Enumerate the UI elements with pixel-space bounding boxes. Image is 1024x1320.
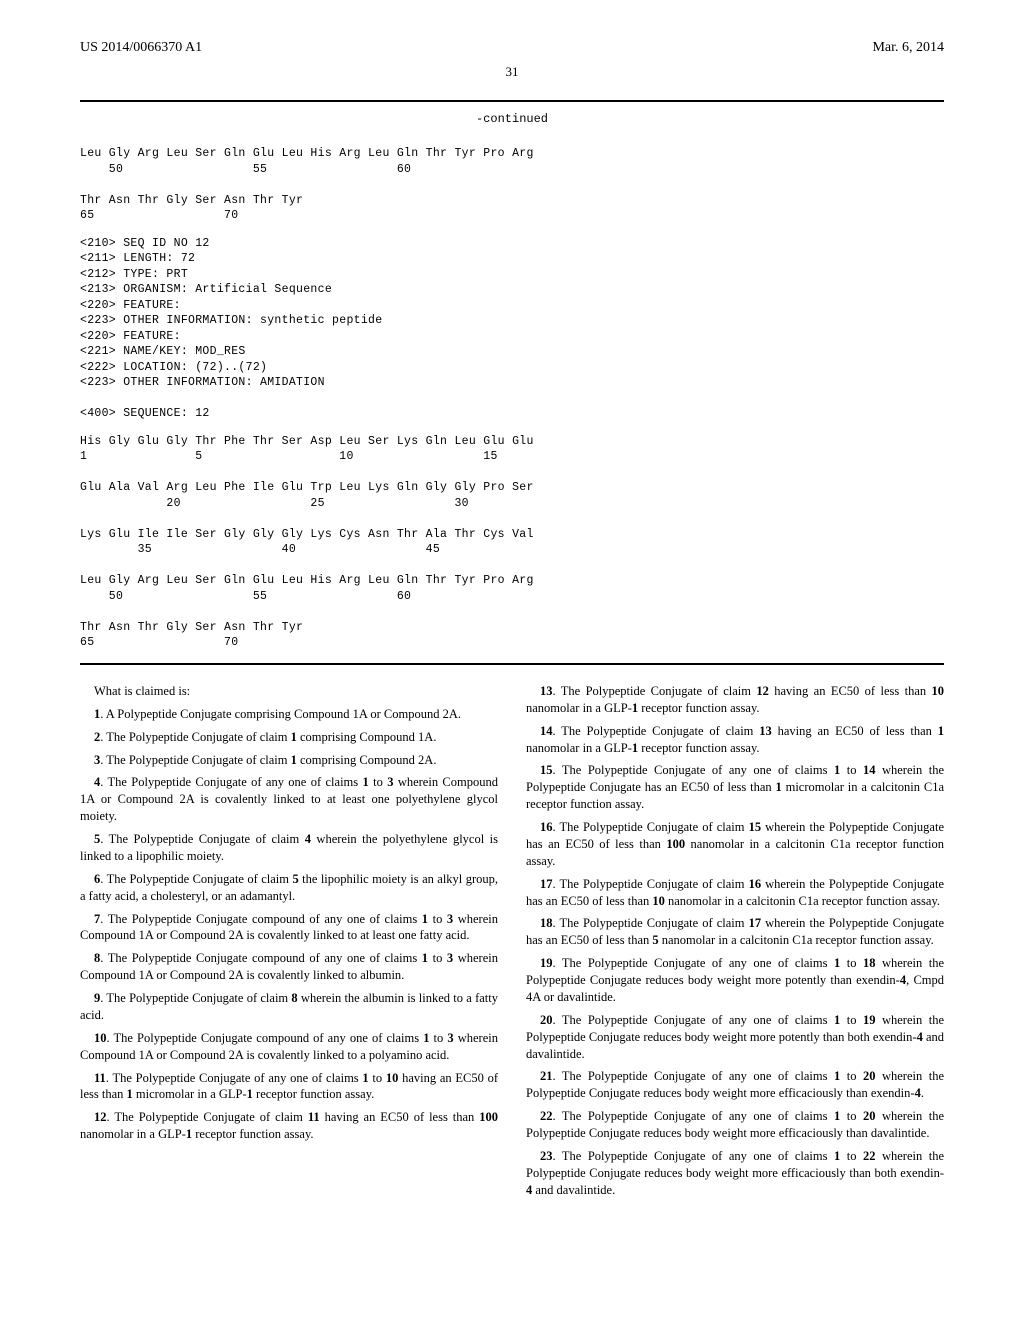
claim-4: 4. The Polypeptide Conjugate of any one … <box>80 774 498 825</box>
claim-number: 16 <box>540 820 553 834</box>
claim-7: 7. The Polypeptide Conjugate compound of… <box>80 911 498 945</box>
claim-16: 16. The Polypeptide Conjugate of claim 1… <box>526 819 944 870</box>
claim-22: 22. The Polypeptide Conjugate of any one… <box>526 1108 944 1142</box>
claim-2: 2. The Polypeptide Conjugate of claim 1 … <box>80 729 498 746</box>
claim-10: 10. The Polypeptide Conjugate compound o… <box>80 1030 498 1064</box>
claim-1: 1. A Polypeptide Conjugate comprising Co… <box>80 706 498 723</box>
continued-label: -continued <box>80 112 944 126</box>
page-number: 31 <box>80 64 944 80</box>
claim-number: 23 <box>540 1149 553 1163</box>
claim-13: 13. The Polypeptide Conjugate of claim 1… <box>526 683 944 717</box>
claim-number: 14 <box>540 724 553 738</box>
claim-19: 19. The Polypeptide Conjugate of any one… <box>526 955 944 1006</box>
claim-number: 18 <box>540 916 553 930</box>
claims-right-col: 13. The Polypeptide Conjugate of claim 1… <box>526 683 944 1205</box>
rule-bottom-thick <box>80 663 944 665</box>
claim-5: 5. The Polypeptide Conjugate of claim 4 … <box>80 831 498 865</box>
sequence-bottom: His Gly Glu Gly Thr Phe Thr Ser Asp Leu … <box>80 434 944 651</box>
claim-8: 8. The Polypeptide Conjugate compound of… <box>80 950 498 984</box>
claim-number: 19 <box>540 956 553 970</box>
claim-14: 14. The Polypeptide Conjugate of claim 1… <box>526 723 944 757</box>
sequence-header: <210> SEQ ID NO 12 <211> LENGTH: 72 <212… <box>80 236 944 422</box>
claim-15: 15. The Polypeptide Conjugate of any one… <box>526 762 944 813</box>
doc-number: US 2014/0066370 A1 <box>80 40 202 56</box>
claim-number: 11 <box>94 1071 106 1085</box>
sequence-top: Leu Gly Arg Leu Ser Gln Glu Leu His Arg … <box>80 146 944 224</box>
claims-container: What is claimed is: 1. A Polypeptide Con… <box>80 683 944 1205</box>
doc-date: Mar. 6, 2014 <box>872 40 944 56</box>
claim-number: 13 <box>540 684 553 698</box>
claim-number: 20 <box>540 1013 553 1027</box>
claim-number: 15 <box>540 763 553 777</box>
claim-17: 17. The Polypeptide Conjugate of claim 1… <box>526 876 944 910</box>
claim-11: 11. The Polypeptide Conjugate of any one… <box>80 1070 498 1104</box>
rule-top-thick <box>80 100 944 102</box>
claim-number: 21 <box>540 1069 553 1083</box>
claim-18: 18. The Polypeptide Conjugate of claim 1… <box>526 915 944 949</box>
claim-number: 10 <box>94 1031 107 1045</box>
claim-12: 12. The Polypeptide Conjugate of claim 1… <box>80 1109 498 1143</box>
claim-3: 3. The Polypeptide Conjugate of claim 1 … <box>80 752 498 769</box>
claim-number: 17 <box>540 877 553 891</box>
claim-6: 6. The Polypeptide Conjugate of claim 5 … <box>80 871 498 905</box>
claim-21: 21. The Polypeptide Conjugate of any one… <box>526 1068 944 1102</box>
claim-20: 20. The Polypeptide Conjugate of any one… <box>526 1012 944 1063</box>
claim-number: 22 <box>540 1109 553 1123</box>
claim-9: 9. The Polypeptide Conjugate of claim 8 … <box>80 990 498 1024</box>
page-header: US 2014/0066370 A1 Mar. 6, 2014 <box>80 40 944 56</box>
claims-intro: What is claimed is: <box>80 683 498 700</box>
claim-23: 23. The Polypeptide Conjugate of any one… <box>526 1148 944 1199</box>
claim-number: 12 <box>94 1110 107 1124</box>
claims-left-col: What is claimed is: 1. A Polypeptide Con… <box>80 683 498 1205</box>
